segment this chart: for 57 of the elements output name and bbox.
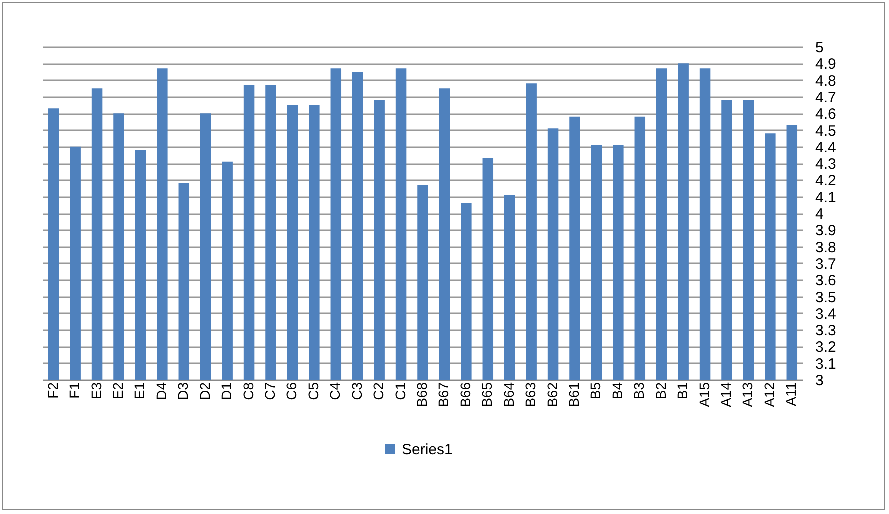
x-tick-label: B1 [674,382,691,400]
y-tick-label: 3.8 [816,239,836,256]
y-tick-label: 4.7 [816,89,836,106]
y-tick-label: 3.1 [816,356,836,373]
legend-label: Series1 [402,442,453,458]
x-tick-label: F1 [66,382,83,399]
x-tick-label: C7 [262,382,278,400]
x-tick-label: C2 [370,382,387,400]
x-tick-label: A15 [696,382,712,408]
x-tick-label: E1 [132,382,148,400]
x-tick-label: B3 [631,382,648,400]
x-tick-label: C8 [240,382,256,400]
x-tick-label: A13 [740,382,756,408]
y-tick-label: 3.9 [816,222,836,240]
y-tick-label: 4.3 [816,156,836,174]
x-tick-label: C3 [348,382,365,400]
x-tick-label: B66 [457,382,474,408]
x-tick-label: B67 [436,382,452,408]
x-tick-label: B2 [652,382,669,400]
x-tick-label: B63 [522,382,539,408]
x-tick-label: C1 [392,382,408,400]
x-tick-label: B4 [609,382,626,400]
x-tick-label: C4 [327,382,344,400]
x-tick-label: E3 [88,382,104,400]
x-tick-label: D1 [218,382,235,400]
x-tick-label: B5 [588,382,604,400]
y-tick-label: 3.5 [816,289,836,306]
x-tick-label: A12 [761,382,778,408]
y-tick-label: 3.7 [816,256,836,273]
x-tick-label: F2 [44,382,61,399]
y-tick-label: 4.6 [816,106,836,124]
y-tick-label: 3.4 [816,306,836,323]
y-tick-label: 4.4 [816,139,836,156]
x-tick-label: B65 [479,382,496,408]
y-tick-label: 5 [816,40,824,56]
x-tick-label: C5 [305,382,322,400]
y-tick-label: 3.3 [816,322,836,340]
y-tick-label: 4.1 [816,189,836,206]
y-tick-label: 4 [816,206,824,223]
y-tick-label: 4.8 [816,72,836,90]
x-tick-label: C6 [284,382,300,400]
x-tick-label: A14 [718,382,734,408]
y-tick-label: 4.9 [816,56,836,74]
x-tick-label: B68 [414,382,430,408]
x-tick-label: B61 [566,382,582,408]
x-tick-label: B64 [500,382,517,408]
y-tick-label: 3 [816,372,824,390]
x-tick-label: D2 [196,382,213,400]
x-tick-label: A11 [783,382,800,406]
x-tick-label: B62 [544,382,560,408]
y-tick-label: 3.2 [816,339,836,356]
y-tick-label: 3.6 [816,272,836,290]
y-tick-label: 4.2 [816,172,836,190]
x-tick-label: D4 [153,382,170,400]
x-tick-label: E2 [110,382,126,400]
y-tick-label: 4.5 [816,122,836,140]
x-tick-label: D3 [175,382,192,400]
